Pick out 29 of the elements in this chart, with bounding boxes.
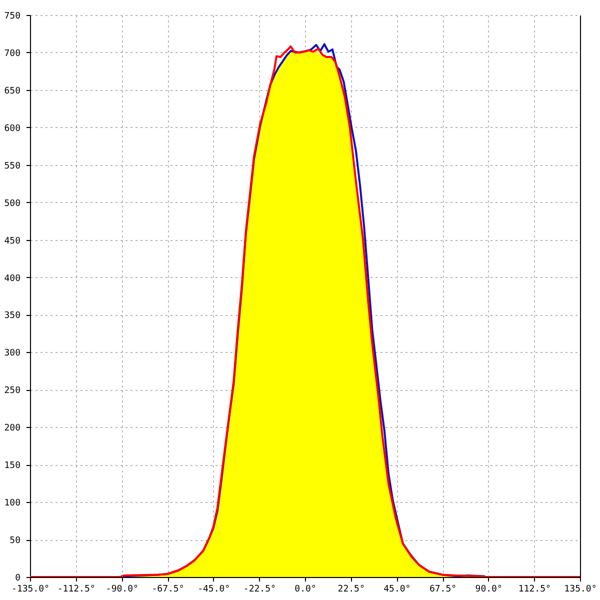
x-tick-label: -67.5° [152, 584, 184, 594]
x-tick-label: 22.5° [338, 584, 365, 594]
y-tick-label: 150 [4, 461, 20, 472]
x-tick-label: -135.0° [12, 584, 50, 594]
y-tick-label: 700 [4, 48, 20, 59]
x-tick-label: -112.5° [57, 584, 96, 594]
y-tick-label: 750 [4, 12, 20, 22]
y-tick-label: 600 [4, 124, 20, 134]
x-tick-label: -45.0° [198, 584, 230, 594]
x-tick-label: -90.0° [106, 584, 138, 594]
y-tick-label: 650 [4, 86, 20, 96]
x-tick-label: 112.5° [518, 584, 551, 594]
y-tick-label: 100 [4, 498, 20, 509]
y-tick-label: 0 [15, 574, 20, 584]
y-tick-label: 300 [4, 348, 20, 359]
y-tick-label: 500 [4, 198, 20, 209]
y-tick-label: 250 [4, 386, 20, 396]
y-tick-label: 50 [10, 536, 20, 546]
x-tick-label: 67.5° [429, 584, 457, 594]
y-tick-label: 200 [4, 424, 20, 434]
y-tick-label: 350 [4, 311, 20, 322]
x-tick-label: 90.0° [475, 584, 502, 594]
x-tick-label: 45.0° [384, 584, 411, 594]
x-tick-label: -22.5° [243, 584, 276, 594]
x-tick-label: 135.0° [564, 584, 597, 594]
x-tick-label: 0.0° [294, 584, 316, 594]
y-tick-label: 550 [4, 161, 20, 172]
y-tick-label: 450 [4, 236, 20, 246]
y-tick-label: 400 [4, 274, 20, 284]
